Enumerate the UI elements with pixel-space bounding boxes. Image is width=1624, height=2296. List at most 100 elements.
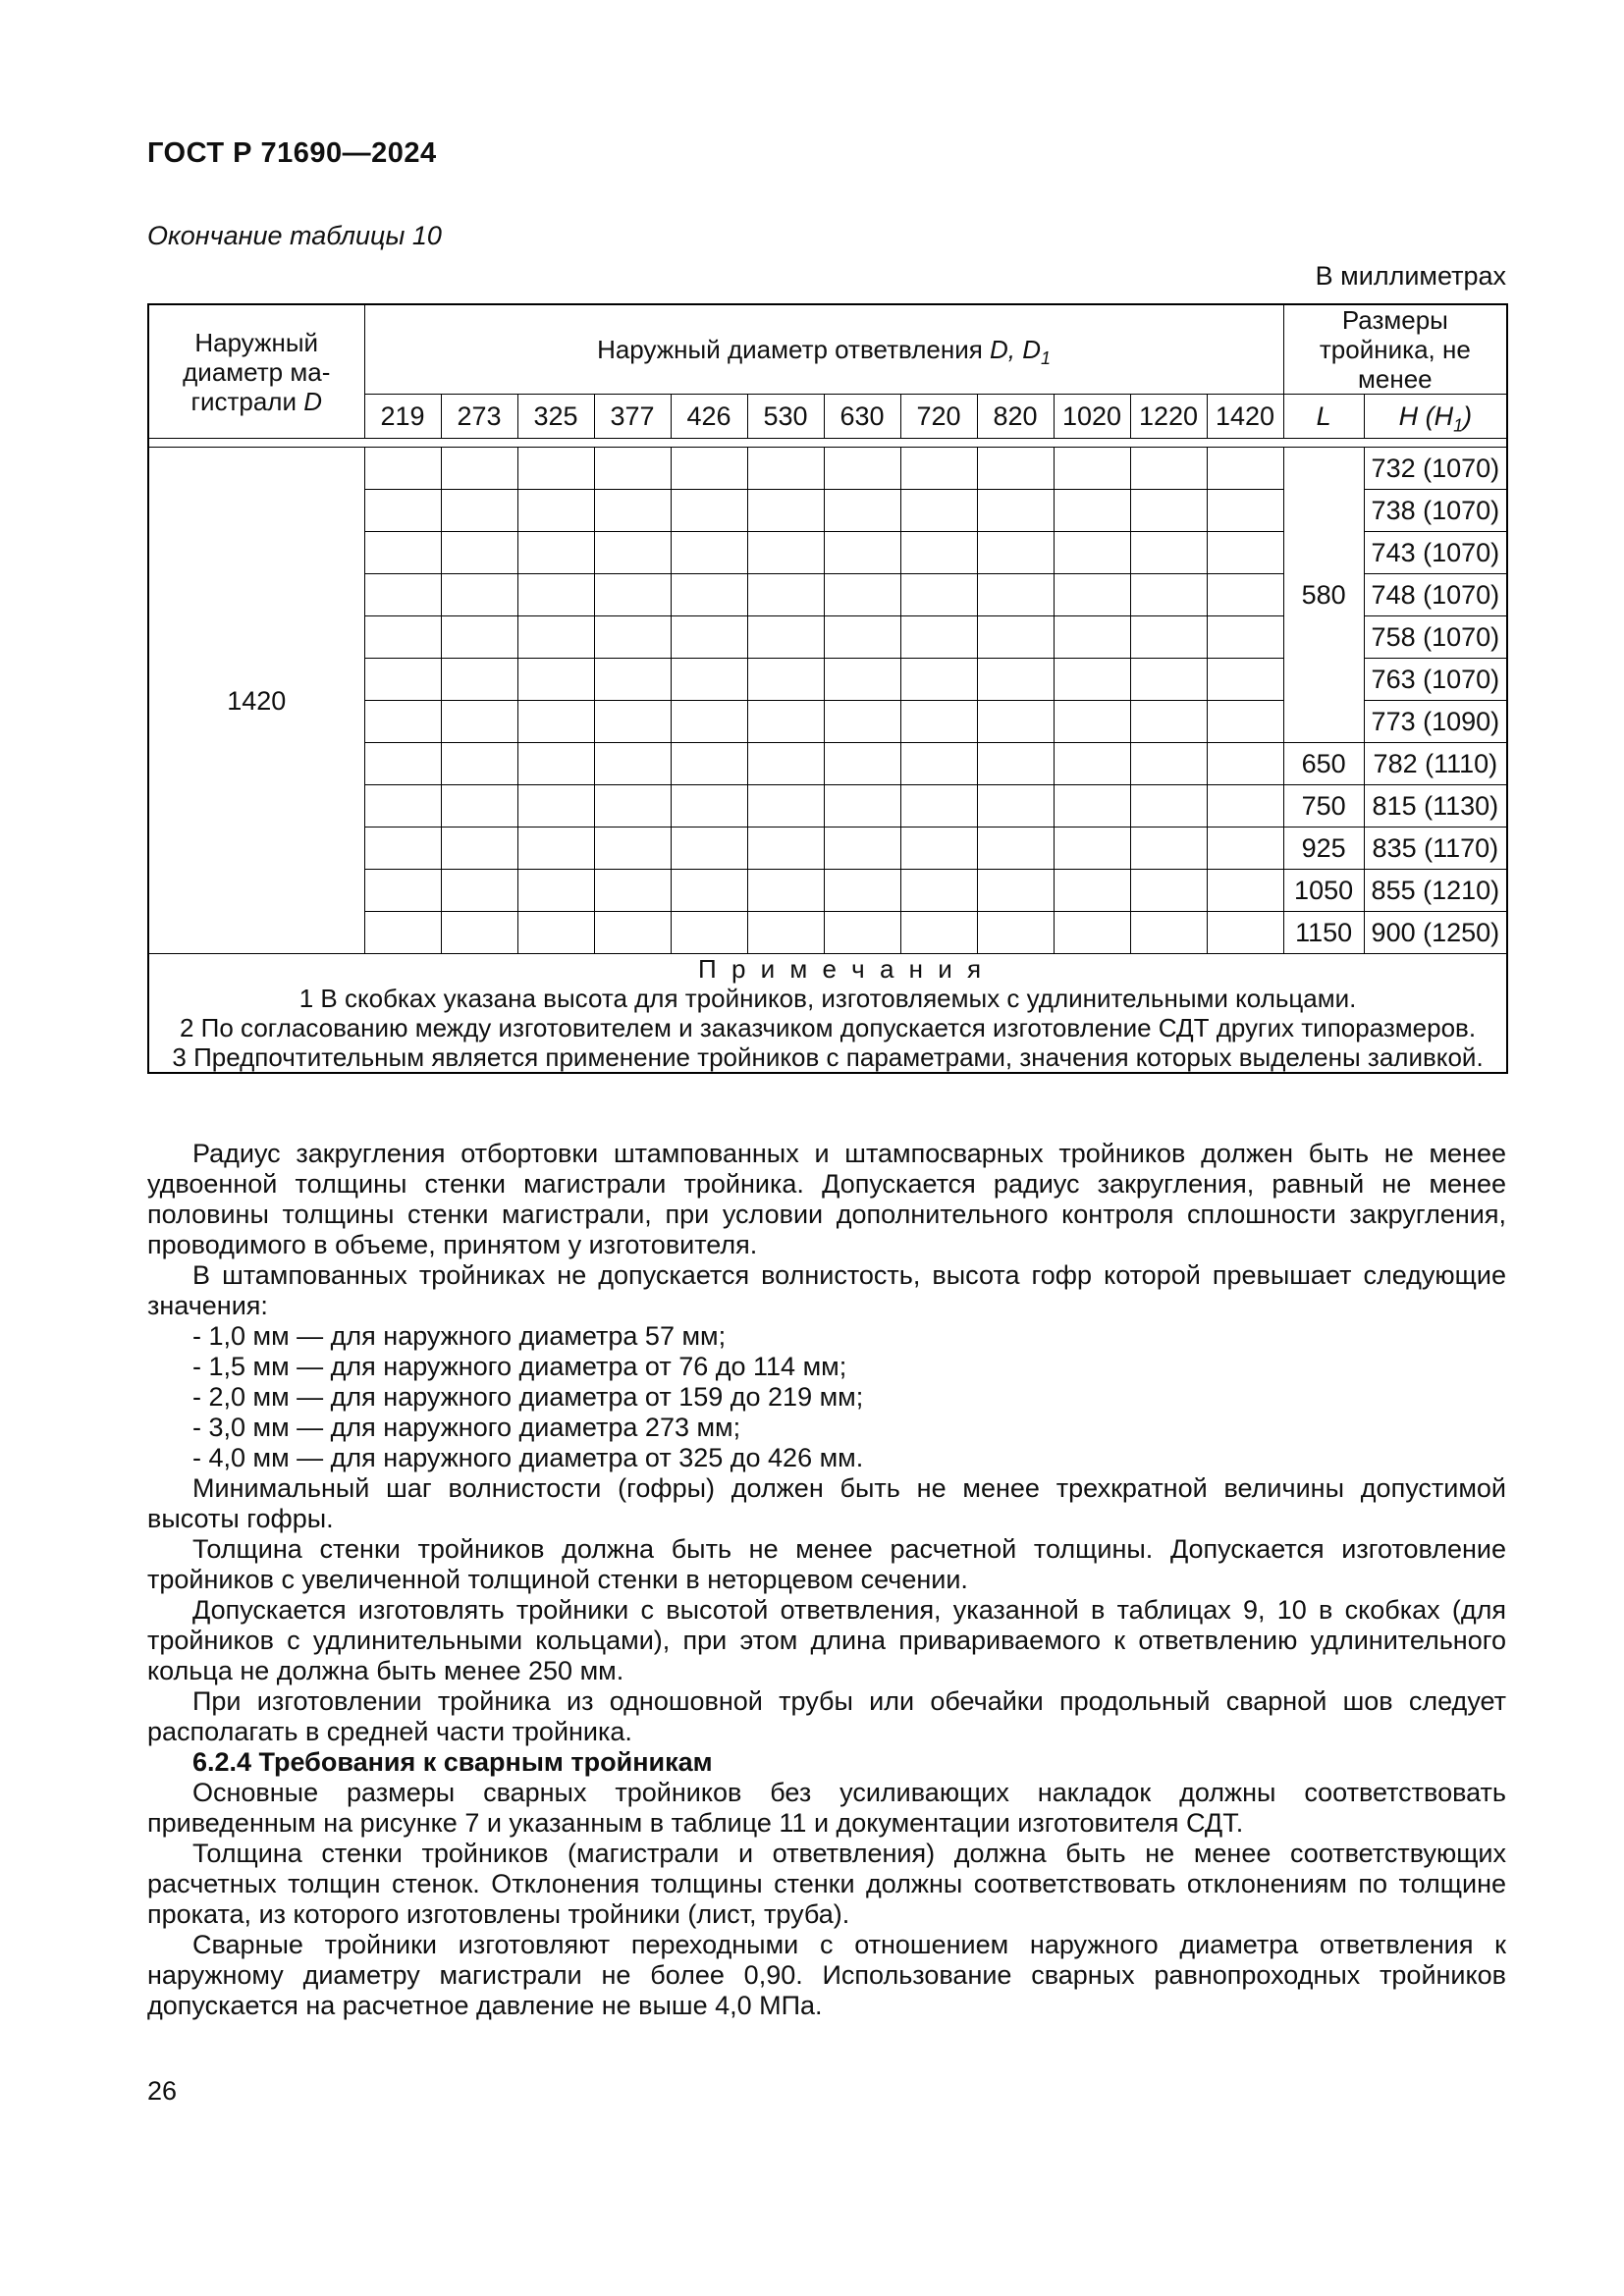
list-item: - 2,0 мм — для наружного диаметра от 159… [192,1382,864,1412]
table-row: 763 (1070) [148,658,1508,701]
branch-header-text: Наружный диаметр ответвления [597,335,991,364]
h-value-cell: 748 (1070) [1363,573,1508,616]
empty-cell [440,827,518,870]
paragraph: Радиус закругления отбортовки штампованн… [147,1139,1506,1259]
empty-cell [823,573,901,616]
empty-cell [516,869,595,912]
empty-cell [746,489,825,532]
empty-cell [823,827,901,870]
table-caption: Окончание таблицы 10 [147,221,442,250]
branch-col-530: 530 [746,394,825,439]
empty-cell [746,742,825,785]
empty-cell [363,447,442,490]
branch-col-273: 273 [440,394,518,439]
doc-number: ГОСТ Р 71690—2024 [147,137,437,169]
empty-cell [593,489,672,532]
l-value-cell: 1150 [1282,911,1365,954]
branch-col-630: 630 [823,394,901,439]
double-rule-gap-cell [148,438,1508,448]
empty-cell [823,869,901,912]
empty-cell [670,615,748,659]
empty-cell [1206,447,1284,490]
paragraph: В штампованных тройниках не допускается … [147,1260,1506,1320]
empty-cell [670,531,748,574]
empty-cell [899,489,978,532]
l-value-cell: 1050 [1282,869,1365,912]
empty-cell [1129,658,1208,701]
table-row: 1050 855 (1210) [148,869,1508,912]
empty-cell [440,784,518,828]
empty-cell [976,615,1055,659]
empty-cell [746,658,825,701]
empty-cell [1053,742,1131,785]
h-value-cell: 743 (1070) [1363,531,1508,574]
empty-cell [363,784,442,828]
empty-cell [516,742,595,785]
body-text: Радиус закругления отбортовки штампованн… [147,1139,1506,2021]
empty-cell [1053,827,1131,870]
table-row: 750 815 (1130) [148,784,1508,828]
empty-cell [363,827,442,870]
empty-cell [746,869,825,912]
empty-cell [670,869,748,912]
empty-cell [1053,531,1131,574]
empty-cell [976,911,1055,954]
empty-cell [899,447,978,490]
trunk-header-line-1: Наружный [194,327,319,357]
paragraph: Основные размеры сварных тройников без у… [147,1778,1506,1838]
col-header-tee-sizes: Размеры тройника, не менее [1282,303,1508,395]
empty-cell [440,869,518,912]
trunk-header-text: гистрали [190,386,297,416]
empty-cell [363,742,442,785]
empty-cell [899,784,978,828]
h-value-cell: 900 (1250) [1363,911,1508,954]
empty-cell [593,447,672,490]
table-row: 748 (1070) [148,573,1508,616]
branch-col-1420: 1420 [1206,394,1284,439]
empty-cell [1129,573,1208,616]
empty-cell [670,742,748,785]
empty-cell [593,573,672,616]
empty-cell [593,531,672,574]
branch-col-426: 426 [670,394,748,439]
empty-cell [976,531,1055,574]
empty-cell [593,742,672,785]
empty-cell [1129,615,1208,659]
trunk-diameter-symbol: D [303,386,323,416]
empty-cell [363,531,442,574]
empty-cell [440,658,518,701]
empty-cell [746,700,825,743]
empty-cell [1206,911,1284,954]
col-header-H: H (H1) [1363,394,1508,439]
note-3: 3 Предпочтительным является применение т… [172,1042,1484,1072]
empty-cell [1053,573,1131,616]
h-value-cell: 773 (1090) [1363,700,1508,743]
trunk-header-line-2: диаметр ма- [183,356,331,387]
empty-cell [1129,827,1208,870]
empty-cell [1129,742,1208,785]
empty-cell [516,447,595,490]
empty-cell [1129,531,1208,574]
empty-cell [899,658,978,701]
empty-cell [516,827,595,870]
empty-cell [976,827,1055,870]
empty-cell [516,489,595,532]
empty-cell [823,742,901,785]
table-row: 925 835 (1170) [148,827,1508,870]
empty-cell [593,658,672,701]
paragraph: Толщина стенки тройников (магистрали и о… [147,1839,1506,1929]
empty-cell [1053,700,1131,743]
H-symbol-close: ) [1463,401,1473,431]
empty-cell [516,573,595,616]
empty-cell [670,489,748,532]
empty-cell [1206,615,1284,659]
empty-cell [1129,784,1208,828]
empty-cell [670,911,748,954]
empty-cell [899,911,978,954]
paragraph: Допускается изготовлять тройники с высот… [147,1595,1506,1685]
paragraph: Сварные тройники изготовляют переходными… [147,1930,1506,2020]
col-header-trunk-diameter: Наружный диаметр ма- гистрали D [147,303,365,439]
empty-cell [1206,573,1284,616]
h-value-cell: 763 (1070) [1363,658,1508,701]
h-value-cell: 758 (1070) [1363,615,1508,659]
